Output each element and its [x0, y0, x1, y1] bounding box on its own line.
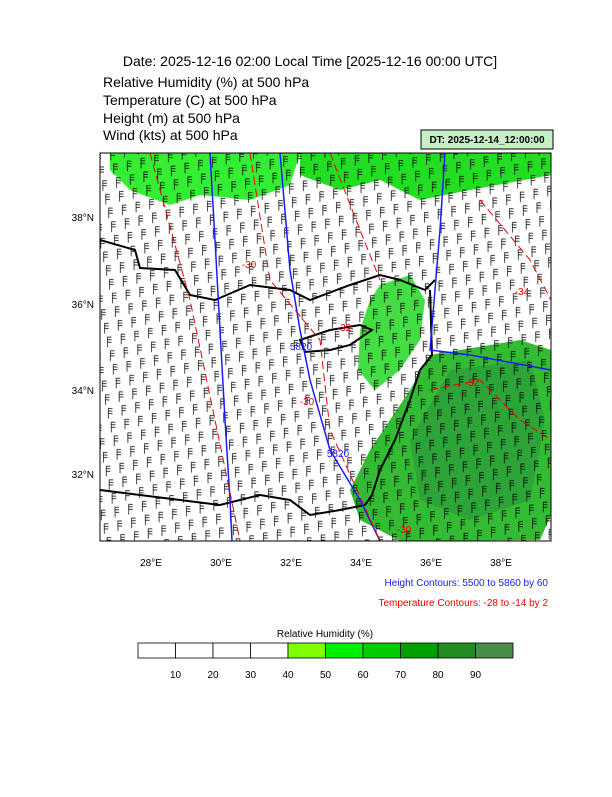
- temperature-contour: [149, 153, 551, 541]
- colorbar-box: [362, 642, 401, 659]
- coastline: [100, 239, 436, 517]
- lat-label: 36°N: [72, 300, 94, 311]
- field-line: Relative Humidity (%) at 500 hPa: [103, 74, 309, 90]
- lon-label: 32°E: [280, 558, 302, 569]
- colorbar-label: 10: [170, 670, 182, 681]
- field-line: Temperature (C) at 500 hPa: [103, 92, 277, 108]
- colorbar-box: [325, 642, 364, 659]
- colorbar-box: [175, 642, 214, 659]
- lon-label: 34°E: [350, 558, 372, 569]
- contour-label: -30: [242, 260, 257, 271]
- height-note: Height Contours: 5500 to 5860 by 60: [385, 578, 549, 589]
- colorbar-box: [437, 642, 476, 659]
- field-line: Wind (kts) at 500 hPa: [103, 127, 238, 143]
- colorbar-label: 50: [320, 670, 332, 681]
- colorbar-label: 20: [207, 670, 219, 681]
- lat-label: 38°N: [72, 213, 94, 224]
- dt-box: [420, 129, 554, 150]
- wind-barbs: [100, 153, 551, 541]
- map-frame: [99, 152, 552, 542]
- coastline: [298, 323, 375, 354]
- map: [100, 153, 551, 541]
- contour-label: 5820: [327, 449, 350, 460]
- dt-label: DT: 2025-12-14_12:00:00: [429, 135, 545, 146]
- colorbar-title: Relative Humidity (%): [277, 629, 373, 640]
- height-contour: [429, 153, 551, 371]
- height-contour: [209, 153, 233, 541]
- colorbar-box: [212, 642, 251, 659]
- contour-label: -34: [515, 287, 530, 298]
- contour-label: -30: [397, 525, 412, 536]
- lon-labels: 28°E 30°E 32°E 34°E 36°E 38°E: [140, 558, 512, 569]
- title: Date: 2025-12-16 02:00 Local Time [2025-…: [123, 53, 497, 69]
- lat-label: 34°N: [72, 386, 94, 397]
- contour-label: -30: [300, 397, 315, 408]
- colorbar-label: 90: [470, 670, 482, 681]
- height-contour: [279, 153, 381, 541]
- contour-label: -32: [337, 323, 352, 334]
- colorbar-box: [400, 642, 439, 659]
- colorbar-label: 30: [245, 670, 257, 681]
- field-line: Height (m) at 500 hPa: [103, 110, 240, 126]
- colorbar-label: 70: [395, 670, 407, 681]
- temperature-note: Temperature Contours: -28 to -14 by 2: [378, 598, 548, 609]
- colorbar-box: [475, 642, 514, 659]
- colorbar-box: [287, 642, 326, 659]
- colorbar: 10 20 30 40 50 60 70 80 90: [137, 642, 514, 681]
- lon-label: 30°E: [210, 558, 232, 569]
- lon-label: 38°E: [490, 558, 512, 569]
- colorbar-label: 60: [357, 670, 369, 681]
- contour-label: -32: [465, 378, 480, 389]
- colorbar-box: [137, 642, 176, 659]
- contour-label: 5820: [290, 342, 313, 353]
- lon-label: 36°E: [420, 558, 442, 569]
- lon-label: 28°E: [140, 558, 162, 569]
- colorbar-label: 40: [282, 670, 294, 681]
- colorbar-box: [250, 642, 289, 659]
- colorbar-label: 80: [432, 670, 444, 681]
- lat-labels: 38°N 36°N 34°N 32°N: [72, 213, 94, 481]
- contour-labels: -30 -32 -30 5820 5820 -34 -32 -30: [242, 260, 530, 536]
- lat-label: 32°N: [72, 470, 94, 481]
